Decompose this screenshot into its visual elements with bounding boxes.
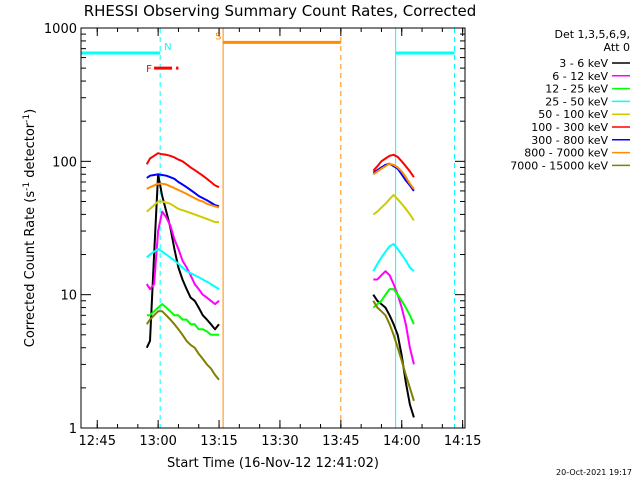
legend-label: 3 - 6 keV	[559, 57, 608, 70]
series-line-3-2	[372, 243, 415, 272]
series-line-2-2	[372, 288, 415, 325]
series-line-6-1	[146, 173, 220, 208]
plot-frame	[80, 27, 466, 429]
series-line-7-2	[372, 162, 415, 190]
series-line-8-2	[372, 300, 415, 402]
x-axis: 12:45 13:00 13:15 13:30 13:45 14:00 14:15	[79, 28, 481, 449]
footer-date: 20-Oct-2021 19:17	[556, 468, 632, 477]
x-tick-label: 12:45	[79, 434, 116, 449]
series-line-1-1	[145, 210, 220, 306]
y-tick-label: 1000	[44, 22, 77, 37]
legend-header-attenuator: Att 0	[604, 41, 630, 54]
legend-label: 12 - 25 keV	[545, 83, 608, 96]
bar-label-f: F	[146, 64, 152, 75]
series-line-3-1	[146, 248, 220, 290]
plot-area: N S F	[80, 28, 456, 428]
y-axis: 1 10 100 1000	[44, 22, 465, 437]
legend-label: 25 - 50 keV	[545, 95, 608, 108]
y-tick-label: 10	[60, 289, 77, 304]
y-tick-label: 1	[69, 422, 77, 437]
legend-label: 50 - 100 keV	[538, 108, 608, 121]
legend-header-detectors: Det 1,3,5,6,9,	[554, 28, 630, 41]
y-axis-label: Corrected Count Rate (s-1 detector-1)	[22, 109, 38, 347]
series-line-5-2	[372, 153, 415, 178]
legend-label: 800 - 7000 keV	[524, 147, 608, 160]
series-line-4-1	[146, 200, 219, 224]
x-axis-label: Start Time (16-Nov-12 12:41:02)	[167, 456, 379, 471]
x-tick-label: 13:45	[322, 434, 359, 449]
x-tick-label: 13:15	[200, 434, 237, 449]
series-line-2-1	[146, 303, 219, 336]
legend-label: 100 - 300 keV	[531, 121, 608, 134]
x-tick-label: 13:30	[261, 434, 298, 449]
series-line-1-2	[373, 270, 415, 365]
series-line-6-2	[372, 162, 415, 192]
legend-label: 6 - 12 keV	[552, 70, 608, 83]
x-tick-label: 14:15	[444, 434, 481, 449]
series-line-7-1	[146, 182, 220, 209]
x-tick-label: 13:00	[139, 434, 176, 449]
chart-title: RHESSI Observing Summary Count Rates, Co…	[84, 2, 477, 20]
y-tick-label: 100	[52, 155, 77, 170]
series-line-4-2	[372, 193, 415, 222]
legend-label: 7000 - 15000 keV	[510, 159, 608, 172]
bar-label-s: S	[215, 31, 221, 42]
series-line-5-1	[145, 152, 220, 189]
series-line-8-1	[145, 310, 220, 381]
x-tick-label: 14:00	[383, 434, 420, 449]
bar-label-n: N	[164, 42, 171, 53]
legend-label: 300 - 800 keV	[531, 134, 608, 147]
